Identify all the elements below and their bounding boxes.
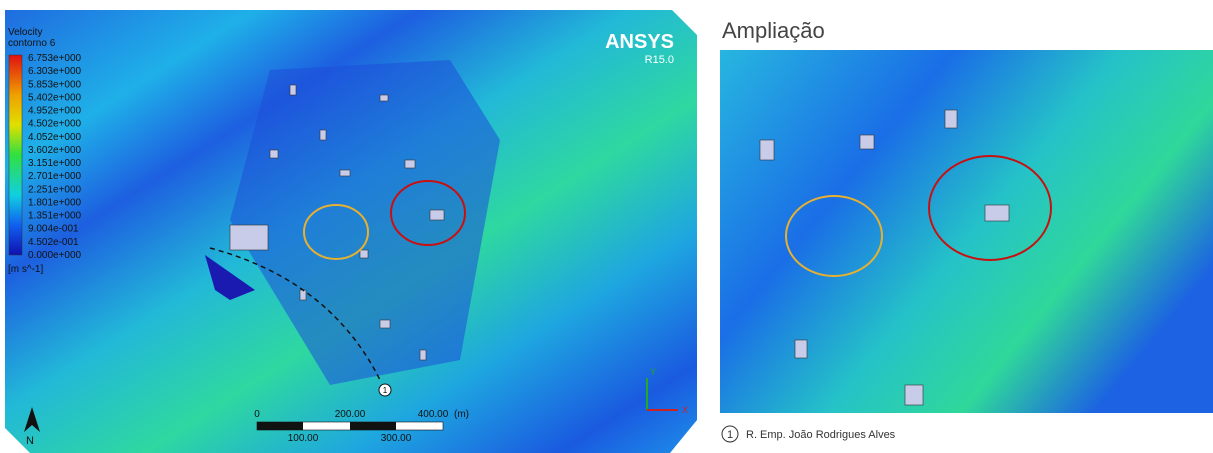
legend-value: 5.853e+000 bbox=[28, 79, 82, 90]
legend-subtitle: contorno 6 bbox=[8, 38, 56, 49]
legend-value: 1.351e+000 bbox=[28, 211, 82, 222]
legend-value: 4.502e-001 bbox=[28, 237, 79, 248]
scale-label: 200.00 bbox=[335, 409, 366, 420]
version: R15.0 bbox=[645, 54, 674, 66]
zoom-image bbox=[720, 50, 1213, 413]
legend-value: 0.000e+000 bbox=[28, 250, 82, 261]
legend-value: 3.602e+000 bbox=[28, 145, 82, 156]
footnote-marker: 1 bbox=[727, 429, 733, 441]
legend-value: 4.952e+000 bbox=[28, 106, 82, 117]
legend-value: 5.402e+000 bbox=[28, 92, 82, 103]
scale-label: (m) bbox=[454, 409, 469, 420]
right-title: Ampliação bbox=[722, 18, 825, 43]
north-label: N bbox=[26, 435, 34, 447]
legend-value: 4.052e+000 bbox=[28, 132, 82, 143]
logo: ANSYS bbox=[605, 31, 674, 53]
marker-label: 1 bbox=[383, 386, 388, 395]
figure: 1 Velocity contorno 6 6.753e+000 6.303e+0… bbox=[0, 0, 1213, 453]
scale-label: 400.00 bbox=[418, 409, 449, 420]
scale-label: 100.00 bbox=[288, 433, 319, 444]
legend-value: 3.151e+000 bbox=[28, 158, 82, 169]
legend-value: 6.753e+000 bbox=[28, 53, 82, 64]
legend-title: Velocity bbox=[8, 27, 42, 38]
axis-y-label: Y bbox=[650, 367, 656, 377]
scale-bar-seg bbox=[257, 422, 303, 430]
footnote: R. Emp. João Rodrigues Alves bbox=[746, 429, 896, 441]
legend-value: 2.251e+000 bbox=[28, 184, 82, 195]
legend-value: 2.701e+000 bbox=[28, 171, 82, 182]
axis-x-label: X bbox=[682, 405, 688, 415]
colorbar bbox=[9, 55, 22, 255]
legend-value: 6.303e+000 bbox=[28, 66, 82, 77]
scale-bar-seg bbox=[350, 422, 396, 430]
legend-value: 1.801e+000 bbox=[28, 197, 82, 208]
legend-value: 4.502e+000 bbox=[28, 119, 82, 130]
legend-value: 9.004e-001 bbox=[28, 224, 79, 235]
scale-label: 300.00 bbox=[381, 433, 412, 444]
scale-label: 0 bbox=[254, 409, 260, 420]
legend-unit: [m s^-1] bbox=[8, 264, 43, 275]
